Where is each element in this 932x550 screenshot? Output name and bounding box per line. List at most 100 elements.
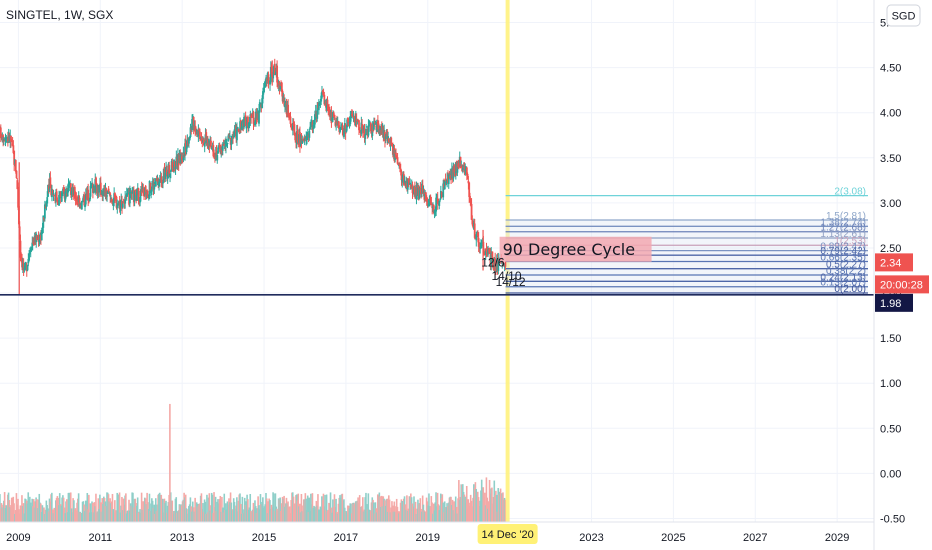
candle-body: [32, 243, 35, 246]
candle-body: [273, 63, 276, 75]
candle-body: [81, 201, 84, 203]
date-annotation[interactable]: 12/6: [481, 255, 505, 269]
candle-body: [469, 195, 471, 202]
volume-bar: [22, 503, 25, 522]
candle-body: [485, 248, 488, 252]
candle-body: [40, 229, 43, 241]
volume-bar: [125, 493, 127, 522]
volume-bar: [162, 498, 164, 522]
volume-bar: [148, 493, 151, 522]
candle-body: [165, 169, 168, 177]
y-tick-label: 1.50: [880, 333, 901, 345]
candle-body: [188, 139, 190, 144]
candle-body: [262, 91, 264, 99]
cycle-label[interactable]: 90 Degree Cycle: [503, 240, 636, 259]
candle-body: [358, 120, 360, 131]
candle-body: [327, 104, 330, 110]
candle-body: [419, 187, 422, 191]
candle-body: [94, 179, 97, 193]
candle-body: [399, 163, 401, 169]
candle-body: [319, 102, 322, 105]
candle-body: [376, 119, 378, 132]
volume-bar: [431, 502, 433, 522]
fib-level-label: 0.38(2.2): [826, 266, 866, 277]
volume-bar: [66, 499, 68, 522]
candle-body: [26, 265, 29, 271]
candle-body: [346, 119, 349, 128]
candle-body: [461, 164, 464, 172]
candle-body: [479, 247, 482, 249]
volume-bars: [0, 403, 507, 522]
candle-body: [46, 197, 49, 204]
candle-body: [443, 180, 446, 190]
candle-body: [238, 129, 241, 132]
currency-button[interactable]: [886, 4, 921, 27]
candle-body: [151, 186, 153, 192]
candle-body: [236, 127, 238, 141]
fib-level-label: 1.5(2.81): [826, 211, 866, 222]
candle-body: [442, 183, 445, 198]
candle-body: [432, 205, 435, 214]
candle-body: [252, 111, 255, 124]
candle-body: [13, 150, 16, 165]
date-annotation[interactable]: 14/12: [496, 275, 526, 289]
candle-body: [189, 127, 192, 137]
candle-body: [149, 182, 152, 191]
candle-body: [306, 136, 308, 140]
y-tick-label: 3.00: [880, 198, 901, 210]
candle-body: [106, 190, 109, 194]
candle-body: [10, 135, 12, 142]
candle-body: [194, 125, 197, 133]
candle-body: [25, 264, 27, 266]
candle-body: [399, 168, 402, 172]
volume-bar: [223, 493, 226, 522]
date-annotation[interactable]: 14/10: [491, 269, 521, 283]
candle-body: [464, 169, 467, 171]
candle-body: [52, 192, 55, 196]
candle-body: [331, 117, 334, 122]
candle-body: [150, 189, 153, 194]
candle-body: [121, 203, 124, 208]
candle-body: [504, 262, 507, 267]
candle-body: [11, 143, 14, 146]
currency-label: SGD: [892, 11, 916, 23]
candle-body: [115, 196, 118, 208]
candle-body: [430, 202, 433, 204]
candle-body: [212, 145, 215, 157]
candle-body: [200, 137, 203, 142]
candle-body: [339, 128, 341, 132]
fib-level-label: 0.79(2.42): [820, 246, 866, 257]
candle-body: [69, 183, 72, 196]
candle-body: [134, 189, 137, 191]
volume-bar: [317, 494, 319, 522]
time-axis[interactable]: 2009 2011 2013 2015 2017 2019 2023 2025 2027 2029…: [6, 524, 849, 544]
candle-body: [362, 128, 364, 133]
candle-body: [401, 179, 404, 182]
candle-body: [462, 168, 464, 171]
volume-bar: [171, 500, 174, 522]
volume-bar: [213, 492, 215, 522]
candle-body: [217, 147, 219, 154]
volume-bar: [142, 501, 144, 522]
candle-body: [222, 144, 225, 146]
candle-body: [112, 200, 115, 206]
volume-bar: [236, 497, 238, 522]
candle-body: [444, 179, 447, 182]
candle-body: [459, 156, 462, 168]
candle-body: [478, 246, 481, 248]
candle-body: [245, 126, 248, 129]
x-tick-label: 2023: [579, 532, 603, 544]
candle-body: [365, 126, 368, 128]
candle-body: [80, 200, 83, 210]
x-tick-label: 2015: [252, 532, 276, 544]
candle-body: [16, 180, 19, 189]
candle-body: [114, 192, 116, 198]
volume-bar: [442, 502, 444, 522]
candle-body: [225, 139, 227, 148]
candle-body: [215, 150, 218, 159]
volume-bar: [69, 492, 72, 522]
candle-body: [259, 103, 262, 105]
candle-body: [247, 116, 249, 129]
